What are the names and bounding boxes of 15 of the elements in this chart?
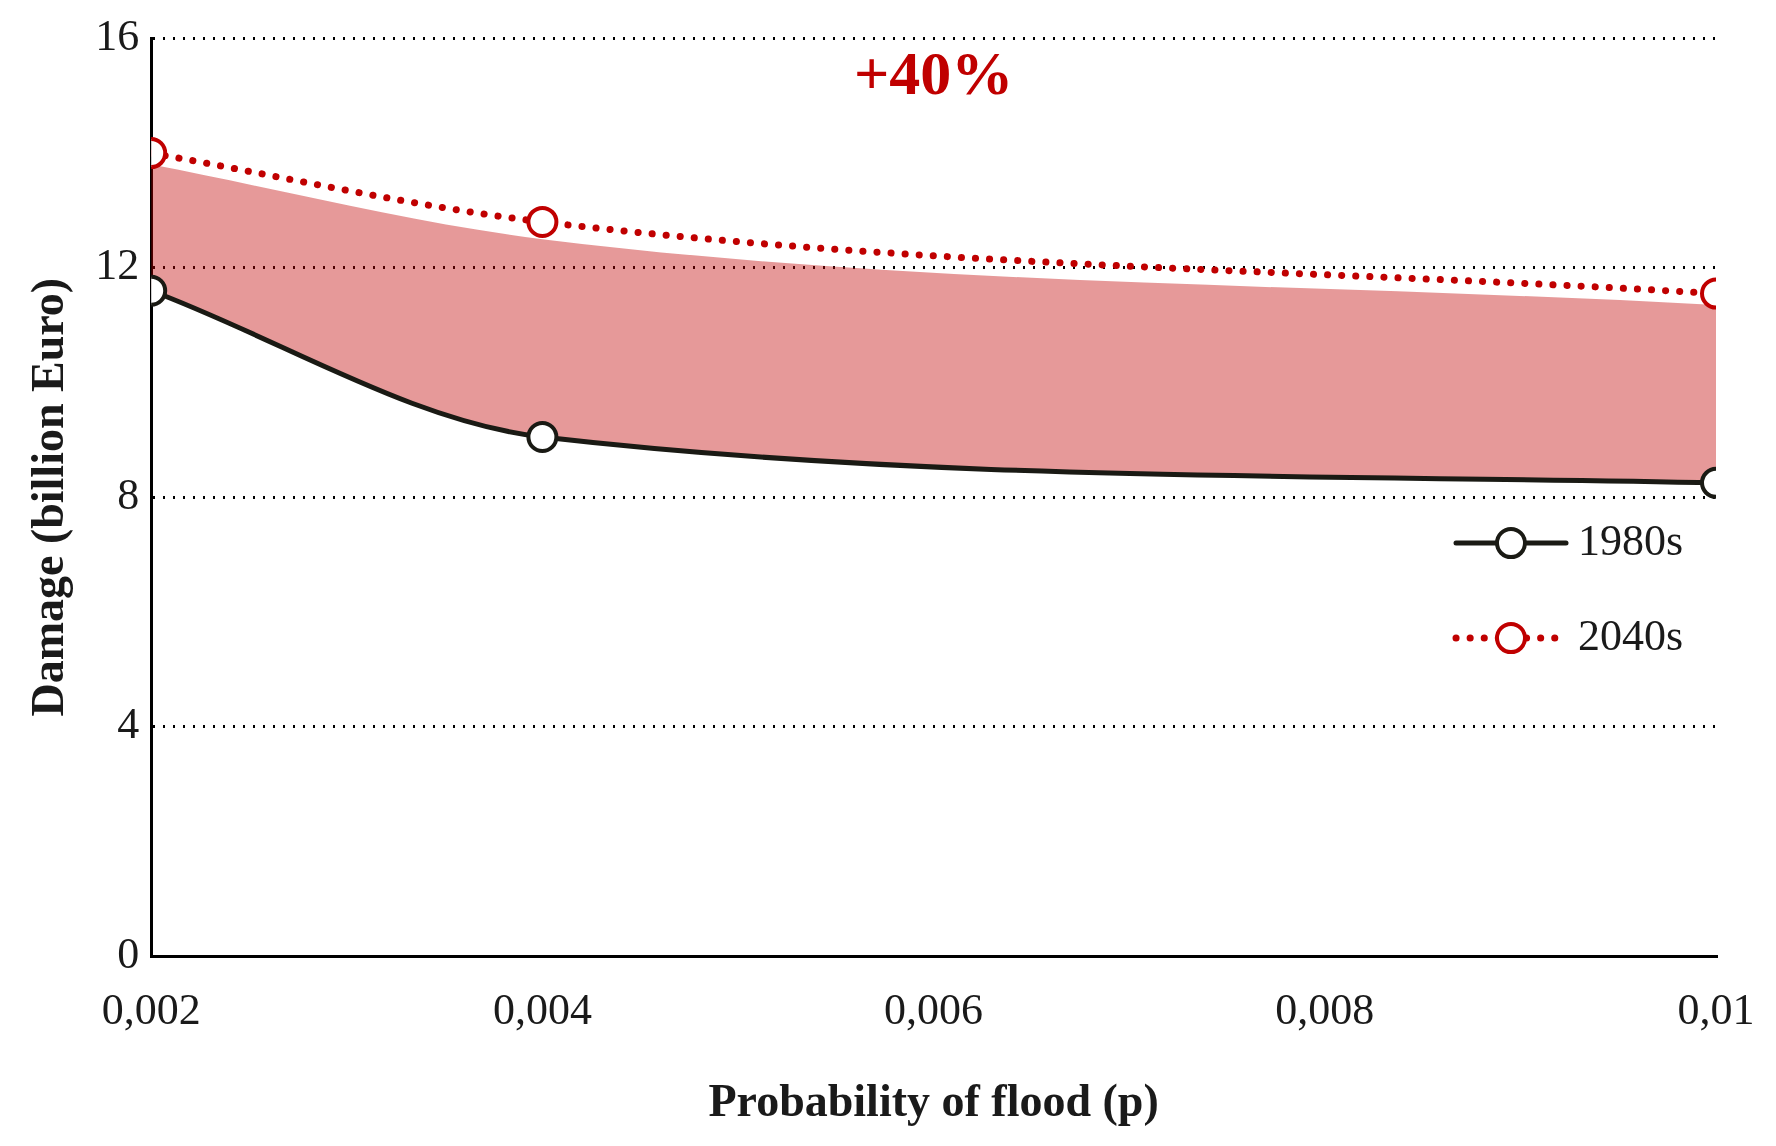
y-axis-title: Damage (billion Euro) — [22, 277, 74, 717]
x-tick-label: 0,004 — [492, 984, 592, 1034]
x-axis-title: Probability of flood (p) — [708, 1075, 1159, 1127]
y-tick-label: 4 — [117, 699, 140, 749]
y-tick-label: 12 — [95, 240, 140, 290]
legend-label: 1980s — [1578, 515, 1684, 565]
x-tick-label: 0,006 — [884, 984, 984, 1034]
x-tick-label: 0,01 — [1677, 984, 1755, 1034]
y-tick-label: 8 — [117, 469, 140, 519]
annotation: +40% — [853, 39, 1014, 108]
x-tick-label: 0,008 — [1275, 984, 1375, 1034]
legend-label: 2040s — [1578, 610, 1684, 660]
y-tick-label: 0 — [117, 928, 140, 978]
y-tick-label: 16 — [95, 10, 140, 60]
x-tick-label: 0,002 — [101, 984, 201, 1034]
